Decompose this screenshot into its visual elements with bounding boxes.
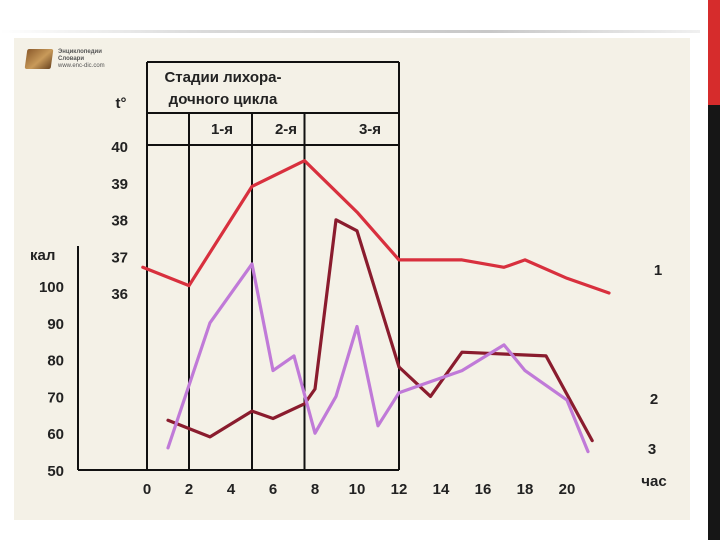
- hour-tick-20: 20: [559, 481, 576, 498]
- stage-label-1: 1-я: [211, 121, 233, 138]
- temperature-tick-37: 37: [111, 249, 128, 266]
- fever-stages-figure: Энциклопедии Словари www.enc-dic.com Ста…: [14, 38, 690, 520]
- logo-url: www.enc-dic.com: [58, 63, 105, 69]
- right-accent-dark: [708, 105, 720, 540]
- stage-label-2: 2-я: [275, 121, 297, 138]
- logo-subtitle: Словари: [58, 56, 85, 62]
- hour-tick-16: 16: [475, 481, 492, 498]
- series-label-2: 2: [650, 391, 658, 408]
- series-line-2: [166, 218, 594, 443]
- calorie-tick-70: 70: [47, 389, 64, 406]
- series-line-3: [166, 262, 590, 454]
- hour-tick-18: 18: [517, 481, 534, 498]
- series-label-3: 3: [648, 441, 656, 458]
- stages-title-line2: дочного цикла: [169, 91, 278, 108]
- top-divider: [0, 30, 700, 33]
- stage-label-3: 3-я: [359, 121, 381, 138]
- series-label-1: 1: [654, 262, 662, 279]
- temperature-axis-label: t°: [116, 95, 127, 112]
- temperature-tick-38: 38: [111, 213, 128, 230]
- encyclopedia-logo: Энциклопедии Словари www.enc-dic.com: [24, 47, 136, 71]
- temperature-tick-39: 39: [111, 176, 128, 193]
- fever-chart: Стадии лихора- дочного цикла 1-я 2-я 3-я…: [30, 61, 667, 498]
- hour-tick-12: 12: [391, 481, 408, 498]
- hour-tick-2: 2: [185, 481, 193, 498]
- logo-title: Энциклопедии: [58, 49, 102, 55]
- calorie-tick-90: 90: [47, 316, 64, 333]
- calorie-tick-60: 60: [47, 426, 64, 443]
- stages-title-line1: Стадии лихора-: [164, 69, 281, 86]
- calorie-tick-80: 80: [47, 353, 64, 370]
- temperature-tick-36: 36: [111, 286, 128, 303]
- temperature-tick-40: 40: [111, 139, 128, 156]
- hour-tick-8: 8: [311, 481, 319, 498]
- calorie-axis-label: кал: [30, 247, 55, 264]
- calorie-tick-50: 50: [47, 463, 64, 480]
- calorie-tick-100: 100: [39, 279, 64, 296]
- hour-tick-14: 14: [433, 481, 450, 498]
- hour-tick-0: 0: [143, 481, 151, 498]
- right-accent-red: [708, 0, 720, 105]
- x-axis-unit-label: час: [641, 473, 666, 490]
- hour-tick-4: 4: [227, 481, 236, 498]
- hour-tick-10: 10: [349, 481, 366, 498]
- series-line-1: [141, 159, 611, 295]
- hour-tick-6: 6: [269, 481, 277, 498]
